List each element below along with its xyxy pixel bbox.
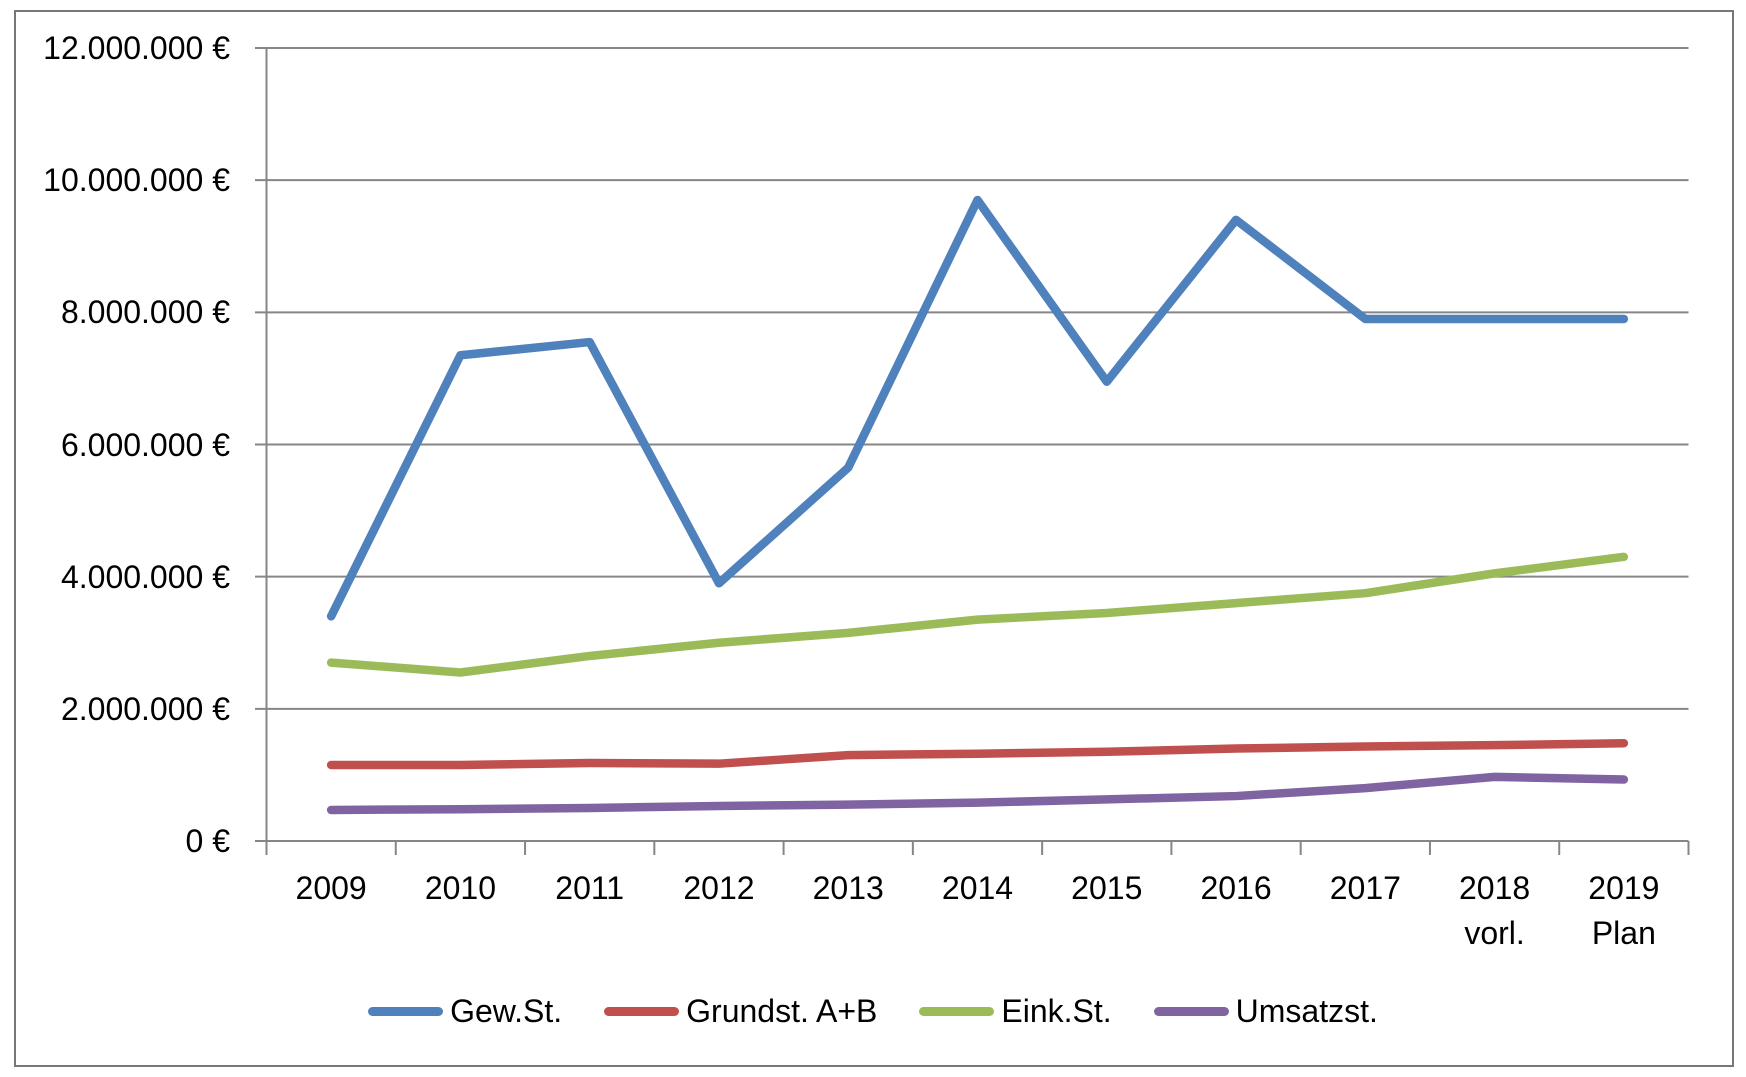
x-axis-tick-label: 2010 — [424, 870, 496, 906]
legend-label: Umsatzst. — [1235, 993, 1378, 1029]
chart-frame-border — [14, 10, 1734, 1067]
x-axis-tick-label: 2019 — [1588, 870, 1660, 906]
y-axis-tick-label: 8.000.000 € — [60, 294, 230, 331]
legend-line-swatch-icon — [919, 1006, 995, 1016]
x-axis-tick-label: 2009 — [295, 870, 367, 906]
legend-item-umsatzst: Umsatzst. — [1153, 993, 1378, 1029]
y-axis-tick-label: 10.000.000 € — [43, 162, 230, 199]
series-line-grundst-a-b — [326, 738, 1629, 770]
x-axis-tick-label: 2013 — [812, 870, 884, 906]
legend-item-grundst-a-b: Grundst. A+B — [604, 993, 877, 1029]
y-axis-tick-label: 0 € — [185, 823, 230, 859]
x-axis-tick-label: 2016 — [1200, 870, 1272, 906]
legend-line-swatch-icon — [604, 1006, 680, 1016]
x-axis-tick-label: 2011 — [555, 870, 625, 906]
x-axis-tick-label: 2015 — [1071, 870, 1143, 906]
legend-line-swatch-icon — [368, 1006, 444, 1016]
chart-legend: Gew.St. Grundst. A+B Eink.St. Umsatzst. — [0, 992, 1746, 1030]
legend-label: Gew.St. — [450, 993, 563, 1029]
series-line-umsatzst — [326, 772, 1629, 815]
x-axis-tick-label: 2012 — [683, 870, 755, 906]
y-axis-tick-label: 12.000.000 € — [43, 30, 230, 66]
y-axis-tick-label: 2.000.000 € — [60, 690, 230, 727]
series-line-eink-st — [326, 552, 1629, 677]
x-axis-tick-label: 2014 — [941, 870, 1014, 906]
series-line-gew-st — [326, 195, 1629, 621]
legend-line-swatch-icon — [1153, 1006, 1229, 1016]
y-axis-tick-label: 6.000.000 € — [60, 426, 230, 463]
x-axis-tick-sublabel: vorl. — [1464, 915, 1525, 951]
legend-label: Eink.St. — [1001, 993, 1112, 1029]
legend-item-eink-st: Eink.St. — [919, 993, 1112, 1029]
y-axis-tick-label: 4.000.000 € — [60, 558, 230, 595]
legend-label: Grundst. A+B — [686, 993, 878, 1029]
x-axis-tick-label: 2017 — [1329, 870, 1401, 906]
legend-item-gew-st: Gew.St. — [368, 993, 562, 1029]
x-axis-tick-sublabel: Plan — [1591, 915, 1656, 951]
x-axis-tick-label: 2018 — [1458, 870, 1531, 906]
